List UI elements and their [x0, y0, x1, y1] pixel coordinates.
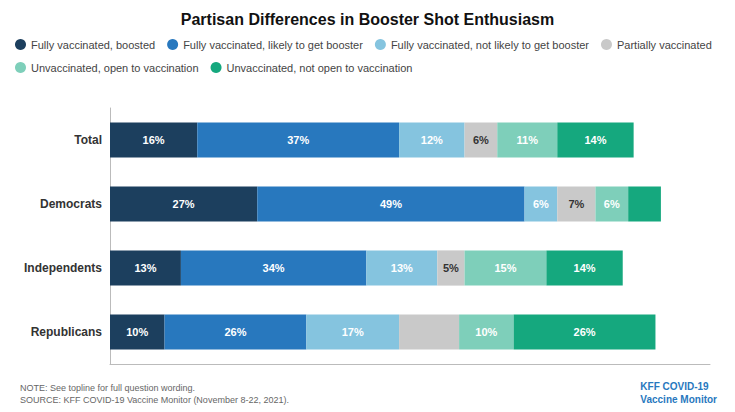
svg-text:49%: 49%	[380, 198, 402, 210]
svg-text:Fully vaccinated, not likely t: Fully vaccinated, not likely to get boos…	[391, 39, 589, 51]
svg-text:6%: 6%	[533, 198, 549, 210]
svg-text:Independents: Independents	[24, 261, 102, 275]
svg-text:5%: 5%	[443, 262, 459, 274]
svg-text:Total: Total	[74, 133, 102, 147]
svg-text:6%: 6%	[604, 198, 620, 210]
svg-text:Fully vaccinated, likely to ge: Fully vaccinated, likely to get booster	[183, 39, 363, 51]
svg-text:10%: 10%	[126, 326, 148, 338]
svg-text:10%: 10%	[475, 326, 497, 338]
svg-text:Partisan Differences in Booste: Partisan Differences in Booster Shot Ent…	[181, 11, 554, 28]
svg-text:Democrats: Democrats	[40, 197, 102, 211]
svg-text:14%: 14%	[584, 134, 606, 146]
svg-text:Republicans: Republicans	[31, 325, 103, 339]
svg-text:34%: 34%	[263, 262, 285, 274]
svg-text:37%: 37%	[287, 134, 309, 146]
svg-text:13%: 13%	[391, 262, 413, 274]
svg-text:15%: 15%	[494, 262, 516, 274]
svg-text:6%: 6%	[473, 134, 489, 146]
svg-text:14%: 14%	[574, 262, 596, 274]
svg-text:27%: 27%	[173, 198, 195, 210]
svg-text:Fully vaccinated, boosted: Fully vaccinated, boosted	[31, 39, 155, 51]
svg-text:16%: 16%	[143, 134, 165, 146]
svg-text:12%: 12%	[421, 134, 443, 146]
svg-text:KFF COVID-19: KFF COVID-19	[640, 381, 709, 392]
svg-text:17%: 17%	[342, 326, 364, 338]
svg-text:Partially vaccinated: Partially vaccinated	[617, 39, 712, 51]
svg-text:11%: 11%	[517, 134, 539, 146]
svg-text:7%: 7%	[568, 198, 584, 210]
svg-text:13%: 13%	[134, 262, 156, 274]
svg-text:Unvaccinated, open to vaccinat: Unvaccinated, open to vaccination	[31, 62, 199, 74]
svg-text:Unvaccinated, not open to vacc: Unvaccinated, not open to vaccination	[227, 62, 413, 74]
svg-text:Vaccine Monitor: Vaccine Monitor	[640, 394, 717, 405]
svg-text:26%: 26%	[224, 326, 246, 338]
svg-text:SOURCE: KFF COVID-19 Vaccine M: SOURCE: KFF COVID-19 Vaccine Monitor (No…	[20, 395, 289, 405]
svg-text:NOTE: See topline for full que: NOTE: See topline for full question word…	[20, 383, 195, 393]
svg-text:26%: 26%	[574, 326, 596, 338]
